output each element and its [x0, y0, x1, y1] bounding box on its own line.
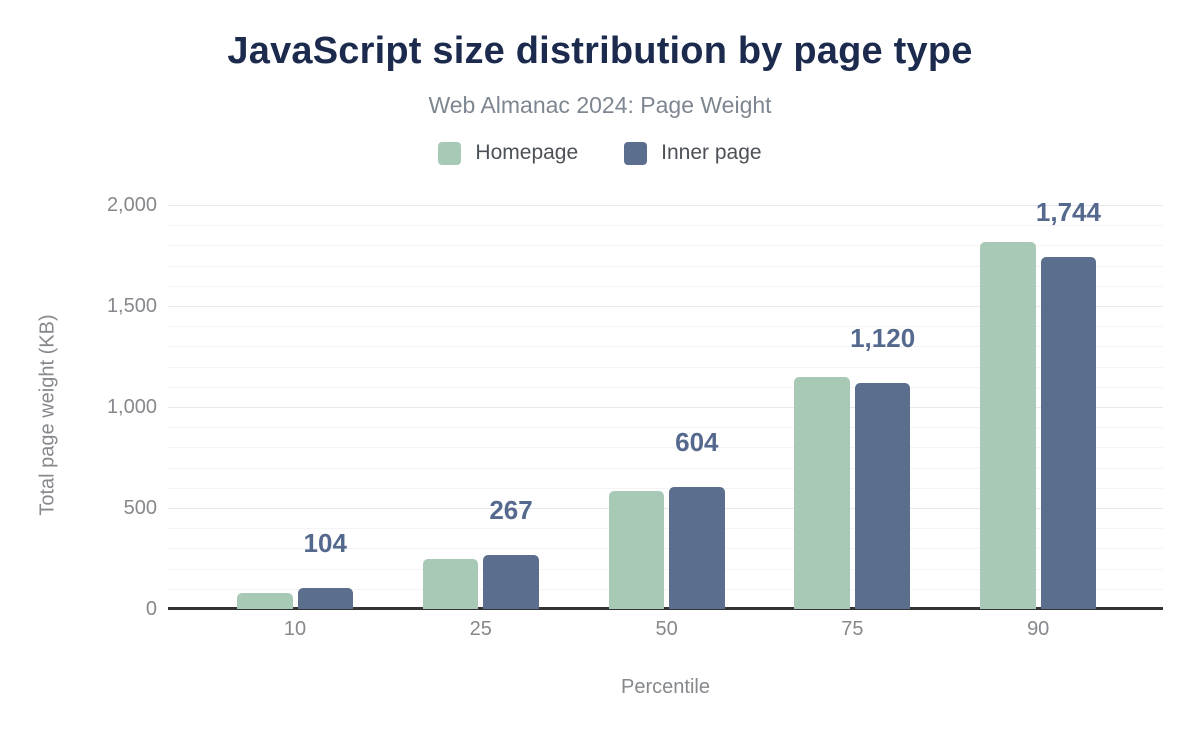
y-tick-label: 2,000 [106, 194, 157, 216]
x-axis-line [168, 607, 1163, 610]
gridline [168, 225, 1163, 227]
data-label-p50: 604 [675, 427, 719, 457]
gridline [168, 265, 1163, 267]
legend: Homepage Inner page [0, 141, 1200, 165]
gridline [168, 285, 1163, 287]
gridline [168, 487, 1163, 489]
gridline [168, 427, 1163, 429]
bar-inner-page-p75[interactable] [854, 382, 911, 609]
chart-subtitle: Web Almanac 2024: Page Weight [428, 92, 772, 118]
x-axis-title: Percentile [621, 676, 710, 698]
data-label-p75: 1,120 [850, 322, 916, 353]
bar-inner-page-p25[interactable] [483, 555, 539, 609]
bar-inner-page-p90[interactable] [1040, 256, 1097, 609]
bar-homepage-p90[interactable] [980, 241, 1036, 609]
gridline [168, 407, 1163, 408]
legend-item-homepage[interactable]: Homepage [438, 141, 578, 165]
gridline [168, 447, 1163, 449]
gridline [168, 346, 1163, 348]
x-tick-label-90: 90 [1027, 618, 1050, 640]
data-label-p90: 1,744 [1035, 196, 1101, 227]
x-tick-label-10: 10 [283, 618, 307, 640]
chart-title: JavaScript size distribution by page typ… [227, 30, 973, 72]
gridline [168, 467, 1163, 469]
bar-homepage-p25[interactable] [422, 558, 479, 609]
plot-area: 104 267 604 1,120 1,744 [168, 197, 1163, 610]
homepage-swatch-icon [438, 141, 462, 165]
legend-label-inner-page: Inner page [661, 141, 762, 164]
gridline [168, 245, 1163, 247]
bar-homepage-p75[interactable] [794, 377, 850, 609]
inner-page-swatch-icon [624, 141, 648, 165]
y-tick-label: 1,500 [106, 295, 157, 317]
gridline [168, 588, 1163, 590]
gridline [168, 386, 1163, 388]
bar-inner-page-p10[interactable] [297, 588, 353, 609]
data-label-p25: 267 [489, 495, 533, 526]
y-tick-label: 500 [123, 497, 157, 519]
gridline [168, 205, 1163, 206]
legend-label-homepage: Homepage [475, 141, 579, 164]
bar-homepage-p10[interactable] [237, 593, 293, 609]
legend-item-inner-page[interactable]: Inner page [624, 141, 762, 165]
y-tick-label: 1,000 [106, 396, 157, 418]
bar-homepage-p50[interactable] [608, 490, 665, 609]
gridline [168, 326, 1163, 328]
y-tick-label: 0 [145, 598, 157, 620]
gridline [168, 528, 1163, 530]
gridline [168, 306, 1163, 307]
x-tick-label-25: 25 [469, 618, 492, 640]
bar-inner-page-p50[interactable] [669, 487, 725, 609]
data-label-p10: 104 [303, 528, 347, 558]
x-tick-label-50: 50 [655, 618, 678, 640]
gridline [168, 366, 1163, 368]
x-tick-label-75: 75 [841, 618, 864, 640]
gridline [168, 508, 1163, 509]
gridline [168, 568, 1163, 570]
gridline [168, 548, 1163, 550]
